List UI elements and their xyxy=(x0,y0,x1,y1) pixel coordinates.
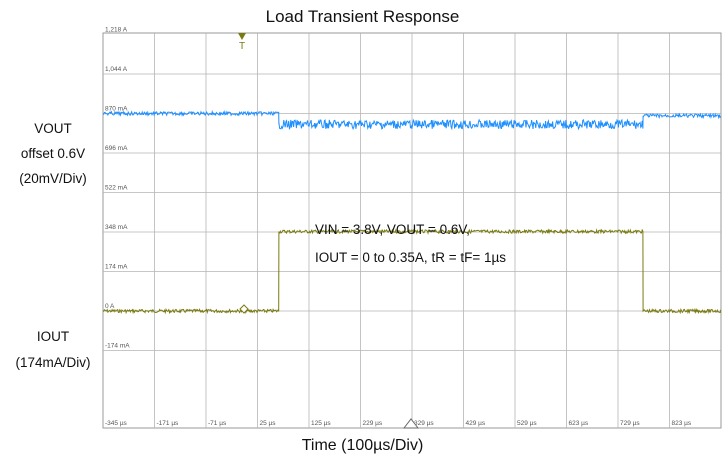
y-tick-label: 870 mA xyxy=(105,106,128,113)
test-conditions-annotation: VIN = 3.8V, VOUT = 0.6V, IOUT = 0 to 0.3… xyxy=(315,216,506,272)
chart-title: Load Transient Response xyxy=(265,7,460,26)
x-tick-label: 25 µs xyxy=(260,420,277,427)
trigger-marker: T xyxy=(238,33,246,52)
x-tick-label: 229 µs xyxy=(363,420,383,427)
vout-offset: offset 0.6V xyxy=(20,146,86,161)
y-tick-label: 174 mA xyxy=(105,264,128,271)
x-tick-label: 329 µs xyxy=(414,420,434,427)
y-tick-label: 696 mA xyxy=(105,145,128,152)
x-tick-label: -71 µs xyxy=(208,420,227,427)
x-tick-label: 429 µs xyxy=(466,420,486,427)
vout-trace xyxy=(103,109,722,131)
iout-trace xyxy=(102,228,722,315)
x-axis-title: Time (100µs/Div) xyxy=(301,437,424,454)
current-reference-marker-icon xyxy=(239,304,249,314)
trigger-letter: T xyxy=(239,41,245,52)
y-tick-label: 522 mA xyxy=(105,185,128,192)
y-tick-label: -174 mA xyxy=(105,343,130,350)
y-tick-labels: 1,218 A 1,044 A 870 mA 696 mA 522 mA 348 mA 17… xyxy=(105,27,130,350)
x-tick-label: -345 µs xyxy=(105,420,128,427)
iout-scale: (174mA/Div) xyxy=(15,355,91,370)
x-tick-label: 729 µs xyxy=(620,420,640,427)
y-tick-label: 0 A xyxy=(105,303,115,310)
annotation-line-1: VIN = 3.8V, VOUT = 0.6V, xyxy=(315,222,470,237)
x-tick-label: 623 µs xyxy=(569,420,589,427)
iout-channel-label: IOUT (174mA/Div) xyxy=(3,324,103,376)
x-tick-label: 125 µs xyxy=(311,420,331,427)
y-tick-label: 348 mA xyxy=(105,224,128,231)
annotation-line-2: IOUT = 0 to 0.35A, tR = tF= 1µs xyxy=(315,250,506,265)
vout-scale: (20mV/Div) xyxy=(19,171,87,186)
y-tick-label: 1,218 A xyxy=(105,27,128,34)
vout-name: VOUT xyxy=(34,121,72,136)
x-tick-label: -171 µs xyxy=(157,420,180,427)
time-center-marker-icon xyxy=(402,418,420,429)
x-tick-labels: -345 µs -171 µs -71 µs 25 µs 125 µs 229 µs 329… xyxy=(105,420,692,427)
iout-name: IOUT xyxy=(36,329,70,344)
x-tick-label: 823 µs xyxy=(672,420,692,427)
y-tick-label: 1,044 A xyxy=(105,66,128,73)
traces xyxy=(102,109,722,315)
vout-channel-label: VOUT offset 0.6V (20mV/Div) xyxy=(3,116,103,191)
x-tick-label: 529 µs xyxy=(517,420,537,427)
trigger-arrow-icon xyxy=(238,33,246,40)
